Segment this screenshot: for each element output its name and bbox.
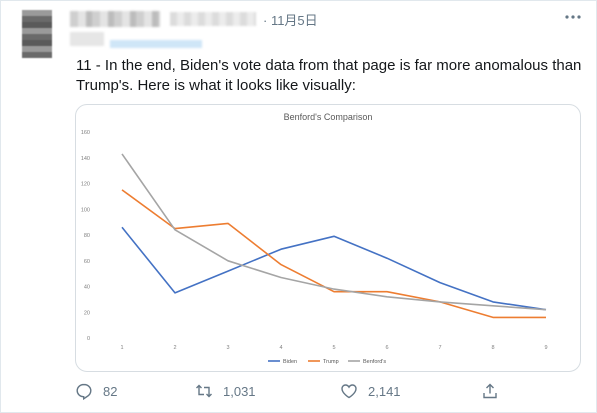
- y-tick-label: 20: [84, 310, 90, 316]
- avatar[interactable]: [22, 10, 52, 58]
- y-tick-label: 0: [87, 336, 90, 342]
- tweet-date[interactable]: · 11月5日: [263, 13, 318, 28]
- share-button[interactable]: [481, 382, 509, 400]
- y-tick-label: 140: [81, 156, 90, 162]
- redacted-block: [70, 32, 104, 46]
- tweet-text: 11 - In the end, Biden's vote data from …: [76, 57, 582, 94]
- x-tick-label: 9: [544, 345, 547, 351]
- reply-count: 82: [103, 383, 118, 399]
- like-button[interactable]: 2,141: [340, 382, 401, 400]
- like-count: 2,141: [368, 383, 401, 399]
- series-line-biden: [121, 226, 547, 311]
- reply-button[interactable]: 82: [75, 382, 117, 400]
- series-line-benfords: [121, 153, 547, 311]
- heart-icon: [341, 384, 357, 399]
- x-tick-label: 7: [438, 345, 441, 351]
- redacted-link: [110, 40, 202, 48]
- author-handle-redacted[interactable]: [170, 12, 256, 26]
- x-tick-label: 6: [385, 345, 388, 351]
- x-tick-label: 5: [332, 345, 335, 351]
- author-name-redacted[interactable]: [70, 11, 160, 27]
- chart-image[interactable]: Benford's Comparison 0 20 40 60 80 100 120 140 1…: [75, 104, 581, 372]
- series-line-trump: [121, 189, 546, 319]
- y-tick-label: 80: [84, 233, 90, 239]
- retweet-button[interactable]: 1,031: [195, 382, 256, 400]
- legend-label: Biden: [283, 359, 297, 365]
- legend-label: Trump: [323, 359, 339, 365]
- more-options-icon[interactable]: [564, 10, 582, 24]
- y-tick-label: 100: [81, 207, 90, 213]
- y-tick-label: 120: [81, 182, 90, 188]
- y-tick-label: 160: [81, 130, 90, 136]
- x-tick-label: 4: [279, 345, 282, 351]
- x-tick-label: 2: [173, 345, 176, 351]
- y-tick-label: 40: [84, 285, 90, 291]
- x-tick-label: 1: [120, 345, 123, 351]
- x-tick-label: 8: [491, 345, 494, 351]
- chart-title: Benford's Comparison: [284, 112, 373, 122]
- benford-chart: Benford's Comparison 0 20 40 60 80 100 120 140 1…: [81, 112, 548, 365]
- reply-icon: [76, 383, 92, 400]
- y-tick-label: 60: [84, 259, 90, 265]
- x-tick-label: 3: [226, 345, 229, 351]
- legend-label: Benford's: [363, 359, 386, 365]
- retweet-icon: [196, 384, 212, 398]
- action-bar: 82 1,031 2,141: [0, 380, 597, 408]
- retweet-count: 1,031: [223, 383, 256, 399]
- share-icon: [483, 383, 497, 399]
